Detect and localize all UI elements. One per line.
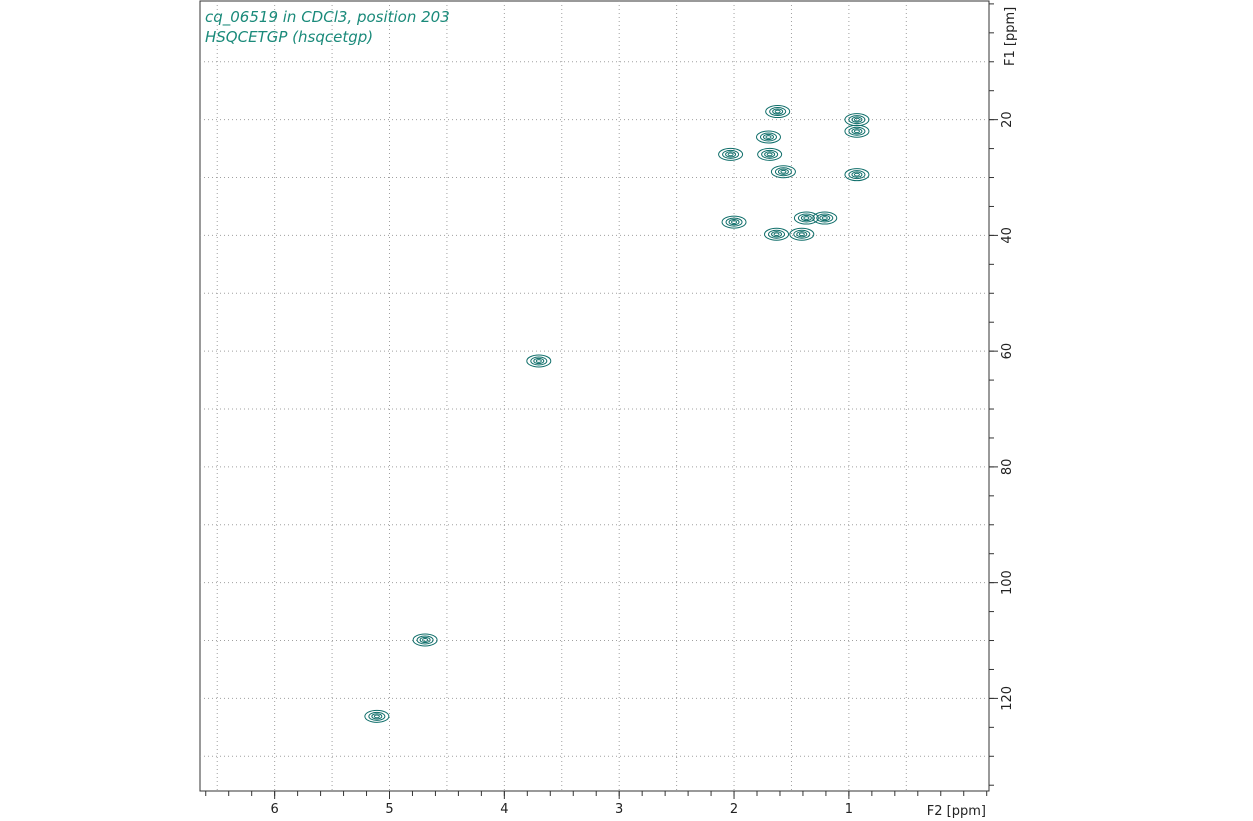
x-tick-label: 2 xyxy=(730,802,738,817)
peak-contour xyxy=(721,215,747,229)
hsqc-peak xyxy=(844,124,870,138)
peak-contour xyxy=(812,211,838,225)
hsqc-peak xyxy=(765,105,791,119)
chart-title-line-2: HSQCETGP (hsqcetgp) xyxy=(205,28,373,46)
peak-contour xyxy=(819,214,831,222)
peak-layer xyxy=(364,105,870,723)
peak-contour xyxy=(796,231,808,238)
peak-contour xyxy=(844,124,870,138)
peak-contour xyxy=(774,167,792,177)
hsqc-peak xyxy=(844,168,870,182)
hsqc-peak xyxy=(757,147,783,161)
hsqc-peak xyxy=(764,227,790,241)
peak-contour xyxy=(373,714,380,719)
peak-contour xyxy=(848,170,866,180)
peak-contour xyxy=(771,231,783,238)
plot-frame xyxy=(199,0,990,792)
x-tick-label: 3 xyxy=(615,802,623,817)
peak-contour xyxy=(780,169,787,174)
peak-contour xyxy=(368,711,386,721)
peak-contour xyxy=(727,152,734,157)
chart-title-line-1: cq_06519 in CDCl3, position 203 xyxy=(205,8,450,27)
hsqc-peak xyxy=(526,354,552,368)
y-tick-label: 120 xyxy=(1000,686,1015,711)
peak-contour xyxy=(755,130,781,144)
peak-contour xyxy=(725,217,743,227)
peak-contour xyxy=(412,633,438,647)
hsqc-peak xyxy=(755,130,781,144)
peak-contour xyxy=(816,213,834,223)
peak-contour xyxy=(416,635,434,645)
peak-contour xyxy=(764,227,790,241)
peak-contour xyxy=(718,147,744,161)
peak-contour xyxy=(848,115,866,125)
hsqc-peak xyxy=(793,211,819,225)
hsqc-peak xyxy=(718,147,744,161)
peak-contour xyxy=(851,128,863,135)
peak-contour xyxy=(773,232,780,237)
peak-contour xyxy=(798,232,805,237)
y-axis-label: F1 [ppm] xyxy=(1003,7,1018,66)
hsqc-peak xyxy=(770,165,796,179)
x-tick-label: 6 xyxy=(271,802,279,817)
peak-contour xyxy=(793,229,811,239)
peak-contour xyxy=(821,216,828,220)
peak-contour xyxy=(765,135,772,139)
peak-contour xyxy=(422,638,429,642)
peak-contour xyxy=(772,108,784,115)
hsqc-peak xyxy=(812,211,838,225)
y-tick-label: 80 xyxy=(1000,459,1015,476)
peak-contour xyxy=(774,109,781,114)
x-tick-label: 4 xyxy=(500,802,508,817)
peak-contour xyxy=(851,116,863,123)
peak-contour xyxy=(848,126,866,136)
peak-contour xyxy=(759,132,777,142)
hsqc-peak xyxy=(364,709,390,723)
peak-contour xyxy=(770,165,796,179)
peak-contour xyxy=(530,356,548,366)
peak-contour xyxy=(853,129,860,134)
peak-contour xyxy=(853,172,860,177)
peak-contour xyxy=(761,149,779,159)
peak-contour xyxy=(728,218,740,226)
y-tick-label: 60 xyxy=(1000,343,1015,360)
peak-contour xyxy=(766,152,773,157)
peak-contour xyxy=(535,359,542,363)
peak-contour xyxy=(789,227,815,241)
peak-contour xyxy=(768,229,786,239)
peak-contour xyxy=(803,216,810,220)
x-tick-label: 1 xyxy=(845,802,853,817)
x-tick-label: 5 xyxy=(385,802,393,817)
peak-contour xyxy=(769,107,787,117)
peak-contour xyxy=(765,105,791,119)
peak-contour xyxy=(853,117,860,122)
peak-contour xyxy=(419,636,431,644)
y-tick-label: 20 xyxy=(1000,111,1015,128)
hsqc-peak xyxy=(412,633,438,647)
peak-contour xyxy=(777,168,789,175)
hsqc-peak xyxy=(721,215,747,229)
peak-contour xyxy=(364,709,390,723)
peak-contour xyxy=(526,354,552,368)
peak-contour xyxy=(722,149,740,159)
peak-contour xyxy=(800,214,812,222)
peak-contour xyxy=(757,147,783,161)
peak-contour xyxy=(731,220,738,224)
peak-contour xyxy=(533,357,545,365)
peak-contour xyxy=(762,133,774,141)
peak-contour xyxy=(371,713,383,720)
x-axis-label: F2 [ppm] xyxy=(927,804,986,819)
peak-contour xyxy=(725,151,737,158)
hsqc-peak xyxy=(789,227,815,241)
y-tick-label: 40 xyxy=(1000,227,1015,244)
peak-contour xyxy=(797,213,815,223)
peak-contour xyxy=(764,151,776,158)
peak-contour xyxy=(793,211,819,225)
peak-contour xyxy=(844,168,870,182)
peak-contour xyxy=(851,171,863,178)
y-tick-label: 100 xyxy=(1000,570,1015,595)
